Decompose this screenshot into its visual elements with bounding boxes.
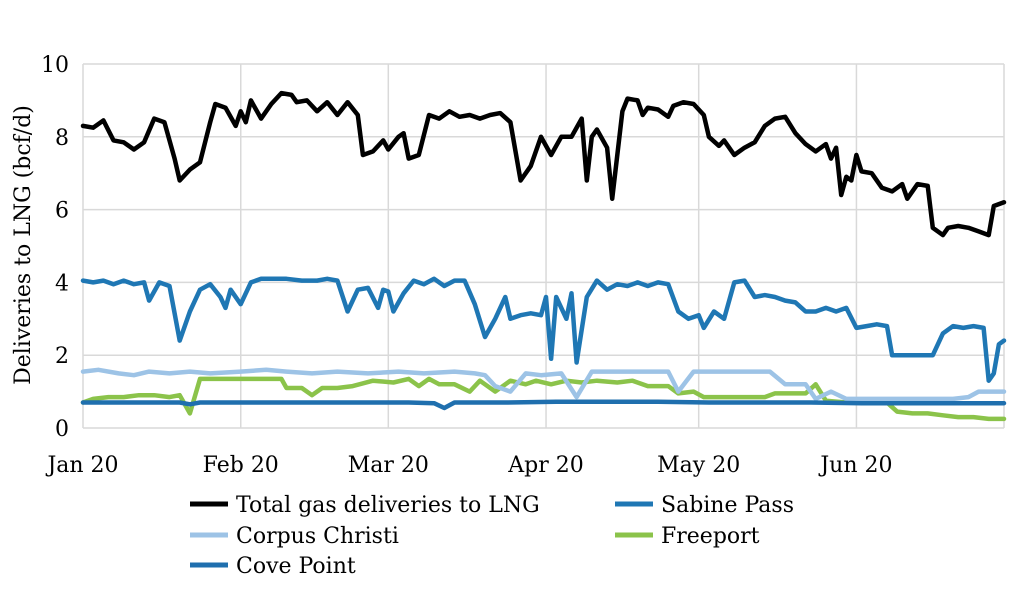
y-tick-label: 0 (55, 417, 69, 442)
legend-label: Sabine Pass (661, 493, 794, 518)
series-line-4 (80, 399, 1007, 411)
x-tick-label: Mar 20 (348, 453, 429, 478)
x-axis-ticks: Jan 20 Feb 20 Mar 20 Apr 20 May 20 Jun 20 (45, 453, 892, 478)
y-tick-label: 8 (55, 126, 69, 151)
series-line-1 (80, 276, 1007, 383)
y-axis-title: Deliveries to LNG (bcf/d) (11, 105, 36, 385)
y-axis-ticks: 0 2 4 6 8 10 (41, 53, 69, 442)
series-line-0 (80, 90, 1007, 238)
x-tick-label: May 20 (657, 453, 740, 478)
series-line-2 (80, 367, 1007, 402)
y-tick-label: 2 (55, 344, 69, 369)
x-tick-label: Feb 20 (203, 453, 279, 478)
x-tick-label: Apr 20 (507, 453, 583, 478)
legend-label: Corpus Christi (236, 524, 399, 549)
x-tick-label: Jan 20 (45, 453, 118, 478)
legend-label: Total gas deliveries to LNG (236, 493, 540, 518)
y-tick-label: 10 (41, 53, 69, 78)
y-tick-label: 4 (55, 271, 69, 296)
legend-label: Cove Point (236, 554, 356, 579)
x-tick-label: Jun 20 (818, 453, 892, 478)
legend-label: Freeport (661, 524, 760, 549)
legend: Total gas deliveries to LNG Sabine Pass Co… (190, 493, 794, 579)
y-tick-label: 6 (55, 199, 69, 224)
plot-area (80, 90, 1007, 422)
